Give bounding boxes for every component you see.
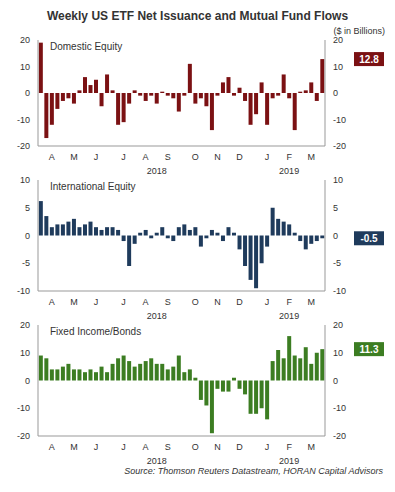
svg-text:11.3: 11.3 bbox=[360, 344, 379, 355]
svg-text:-10: -10 bbox=[17, 115, 30, 125]
svg-text:10: 10 bbox=[333, 62, 343, 72]
svg-text:A: A bbox=[143, 152, 149, 162]
html-text:($ in Billions): ($ in Billions) bbox=[333, 26, 385, 36]
svg-text:10: 10 bbox=[20, 348, 30, 358]
svg-text:O: O bbox=[192, 297, 199, 307]
html-text:Source: Thomson Reuters Datast: Source: Thomson Reuters Datastream, HORA… bbox=[124, 466, 383, 476]
svg-text:J: J bbox=[265, 152, 270, 162]
html-text:Fixed Income/Bonds: Fixed Income/Bonds bbox=[50, 326, 142, 337]
svg-text:-5: -5 bbox=[333, 258, 341, 268]
svg-text:J: J bbox=[265, 297, 270, 307]
svg-text:F: F bbox=[286, 442, 292, 452]
svg-text:A: A bbox=[143, 297, 149, 307]
svg-text:2019: 2019 bbox=[279, 311, 299, 319]
svg-text:F: F bbox=[286, 152, 292, 162]
svg-text:2019: 2019 bbox=[279, 166, 299, 174]
svg-text:J: J bbox=[121, 297, 126, 307]
svg-text:20: 20 bbox=[333, 320, 343, 330]
svg-text:M: M bbox=[307, 442, 315, 452]
svg-text:2018: 2018 bbox=[147, 166, 167, 174]
svg-text:0: 0 bbox=[25, 88, 30, 98]
svg-text:O: O bbox=[192, 442, 199, 452]
svg-text:-10: -10 bbox=[333, 115, 346, 125]
svg-text:A: A bbox=[143, 442, 149, 452]
svg-text:-5: -5 bbox=[22, 258, 30, 268]
svg-text:A: A bbox=[49, 442, 55, 452]
svg-text:N: N bbox=[214, 152, 221, 162]
svg-text:2018: 2018 bbox=[147, 311, 167, 319]
svg-text:J: J bbox=[121, 152, 126, 162]
svg-text:5: 5 bbox=[25, 203, 30, 213]
html-text:Domestic Equity: Domestic Equity bbox=[50, 41, 123, 52]
svg-text:20: 20 bbox=[333, 35, 343, 45]
svg-text:A: A bbox=[49, 297, 55, 307]
svg-text:-10: -10 bbox=[333, 286, 346, 296]
svg-text:M: M bbox=[70, 442, 78, 452]
svg-text:2018: 2018 bbox=[147, 456, 167, 464]
svg-text:5: 5 bbox=[333, 203, 338, 213]
svg-text:S: S bbox=[165, 297, 171, 307]
svg-text:-20: -20 bbox=[333, 141, 346, 151]
svg-text:0: 0 bbox=[25, 231, 30, 241]
svg-text:-10: -10 bbox=[17, 286, 30, 296]
svg-text:10: 10 bbox=[333, 175, 343, 185]
svg-text:D: D bbox=[236, 297, 243, 307]
svg-text:-10: -10 bbox=[17, 403, 30, 413]
svg-text:J: J bbox=[94, 297, 99, 307]
svg-text:10: 10 bbox=[20, 62, 30, 72]
svg-text:0: 0 bbox=[333, 231, 338, 241]
html-text:Weekly US ETF Net Issuance and: Weekly US ETF Net Issuance and Mutual Fu… bbox=[46, 9, 349, 23]
svg-text:M: M bbox=[70, 297, 78, 307]
svg-text:-20: -20 bbox=[17, 431, 30, 441]
svg-text:-20: -20 bbox=[17, 141, 30, 151]
svg-text:O: O bbox=[192, 152, 199, 162]
svg-text:0: 0 bbox=[25, 376, 30, 386]
svg-text:20: 20 bbox=[20, 320, 30, 330]
svg-text:12.8: 12.8 bbox=[359, 54, 379, 65]
svg-text:D: D bbox=[236, 152, 243, 162]
svg-text:S: S bbox=[165, 442, 171, 452]
svg-text:10: 10 bbox=[333, 348, 343, 358]
svg-text:J: J bbox=[94, 152, 99, 162]
svg-text:20: 20 bbox=[20, 35, 30, 45]
svg-text:J: J bbox=[121, 442, 126, 452]
html-text:International Equity: International Equity bbox=[50, 181, 136, 192]
svg-text:J: J bbox=[94, 442, 99, 452]
svg-text:D: D bbox=[236, 442, 243, 452]
svg-text:2019: 2019 bbox=[279, 456, 299, 464]
svg-text:10: 10 bbox=[20, 175, 30, 185]
svg-text:J: J bbox=[265, 442, 270, 452]
svg-text:S: S bbox=[165, 152, 171, 162]
svg-text:0: 0 bbox=[333, 88, 338, 98]
svg-text:-0.5: -0.5 bbox=[360, 233, 378, 244]
svg-text:-10: -10 bbox=[333, 403, 346, 413]
svg-text:N: N bbox=[214, 442, 221, 452]
svg-text:M: M bbox=[70, 152, 78, 162]
svg-text:A: A bbox=[49, 152, 55, 162]
svg-text:M: M bbox=[307, 152, 315, 162]
svg-text:M: M bbox=[307, 297, 315, 307]
svg-text:F: F bbox=[286, 297, 292, 307]
svg-text:0: 0 bbox=[333, 376, 338, 386]
svg-text:N: N bbox=[214, 297, 221, 307]
svg-text:-20: -20 bbox=[333, 431, 346, 441]
